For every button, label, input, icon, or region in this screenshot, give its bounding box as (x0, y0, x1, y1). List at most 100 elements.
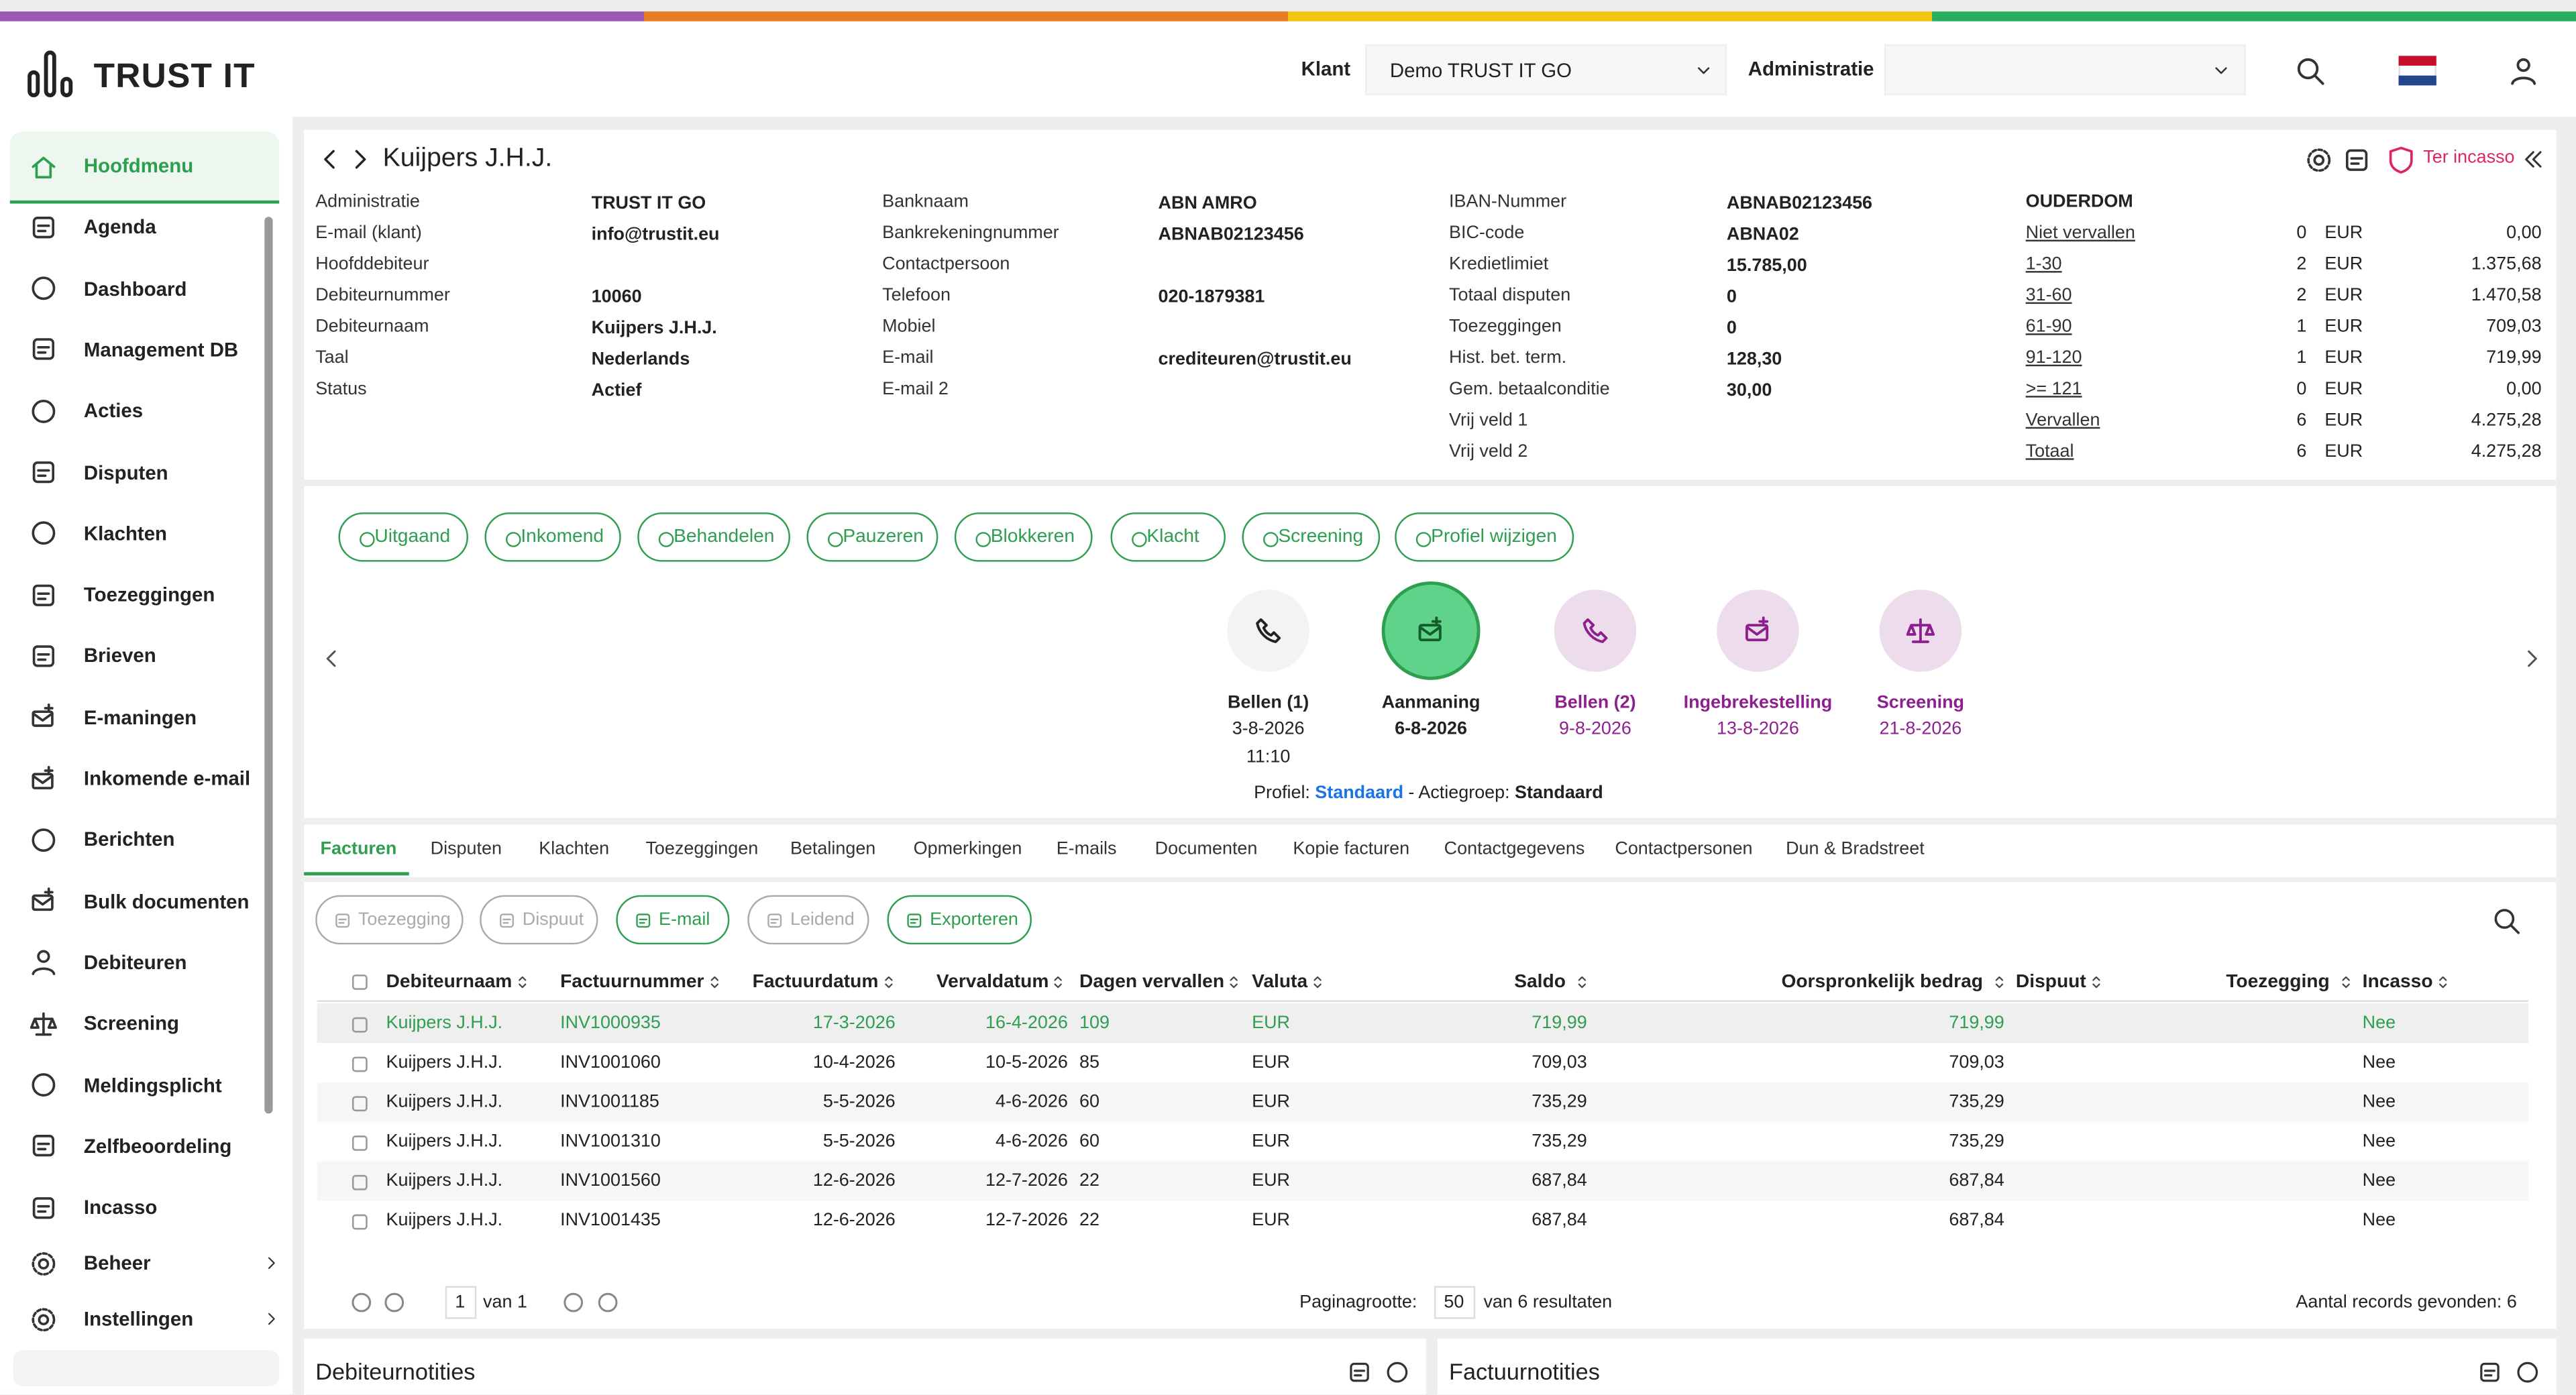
column-header[interactable]: Oorspronkelijk bedrag (1781, 972, 1983, 993)
cell: 85 (1079, 1052, 1099, 1073)
menu-item[interactable]: Hoofdmenu (83, 154, 194, 178)
tab[interactable]: Contactgegevens (1444, 839, 1585, 859)
menu-item[interactable]: Incasso (83, 1196, 158, 1219)
profile-profile[interactable]: Standaard (1315, 783, 1404, 803)
step-circle[interactable] (1554, 590, 1637, 672)
step-circle[interactable] (1227, 590, 1309, 672)
toolbar-label[interactable]: E-mail (659, 909, 710, 930)
step-circle[interactable] (1381, 581, 1481, 680)
klant-select[interactable] (1365, 44, 1727, 96)
action-button[interactable] (338, 512, 468, 562)
menu-item[interactable]: E-maningen (83, 706, 197, 729)
menu-item[interactable]: Beheer (83, 1251, 151, 1275)
tab[interactable]: E-mails (1056, 839, 1117, 859)
aging-link[interactable]: Niet vervallen (2025, 223, 2135, 243)
toolbar-label[interactable]: Toezegging (358, 909, 451, 930)
action-button[interactable] (1110, 512, 1226, 562)
step-label: Screening (1876, 693, 1965, 713)
toolbar-label[interactable]: Dispuut (522, 909, 584, 930)
aging-count: 2 (2296, 286, 2307, 306)
page-size-box[interactable] (1434, 1286, 1476, 1319)
toolbar-label[interactable]: Leidend (790, 909, 855, 930)
button-label[interactable]: Screening (1278, 527, 1364, 547)
menu-item[interactable]: Zelfbeoordeling (83, 1134, 232, 1158)
button-label[interactable]: Pauzeren (843, 527, 924, 547)
aging-link[interactable]: 1-30 (2025, 254, 2062, 274)
action-button[interactable] (954, 512, 1093, 562)
column-header[interactable]: Incasso (2362, 972, 2433, 993)
column-header[interactable]: Debiteurnaam (386, 972, 513, 993)
row-checkbox (350, 1173, 370, 1192)
column-header[interactable]: Vervaldatum (936, 972, 1049, 993)
aging-link[interactable]: 91-120 (2025, 348, 2082, 368)
tab[interactable]: Facturen (320, 839, 397, 859)
aging-link[interactable]: 61-90 (2025, 317, 2072, 337)
page-box[interactable] (445, 1286, 477, 1319)
column-header[interactable]: Dagen vervallen (1079, 972, 1225, 993)
button-label[interactable]: Inkomend (521, 527, 604, 547)
cell: 687,84 (1532, 1171, 1587, 1191)
step-circle[interactable] (1717, 590, 1799, 672)
aging-link[interactable]: 31-60 (2025, 286, 2072, 306)
toolbar-button[interactable] (480, 895, 598, 945)
tab[interactable]: Disputen (430, 839, 502, 859)
action-button[interactable] (637, 512, 790, 562)
column-header[interactable]: Factuurdatum (752, 972, 879, 993)
toolbar-button[interactable] (747, 895, 869, 945)
ter-incasso[interactable]: Ter incasso (2423, 148, 2515, 168)
toolbar-button[interactable] (887, 895, 1032, 945)
menu-item[interactable]: Screening (83, 1012, 180, 1036)
button-label[interactable]: Uitgaand (374, 527, 451, 547)
tab[interactable]: Betalingen (790, 839, 876, 859)
notes-title: Debiteurnotities (315, 1358, 476, 1385)
button-label[interactable]: Behandelen (674, 527, 775, 547)
row-checkbox (350, 1212, 370, 1231)
column-header[interactable]: Saldo (1514, 972, 1566, 993)
column-header[interactable]: Valuta (1252, 972, 1308, 993)
aging-link[interactable]: >= 121 (2025, 379, 2082, 400)
aging-link[interactable]: Totaal (2025, 441, 2074, 462)
menu-item[interactable]: Dashboard (83, 276, 187, 300)
menu-item[interactable]: Toezeggingen (83, 583, 215, 606)
menu-item[interactable]: Klachten (83, 522, 168, 545)
button-label[interactable]: Blokkeren (990, 527, 1075, 547)
action-button[interactable] (484, 512, 621, 562)
field-label: E-mail 2 (882, 379, 949, 400)
tab[interactable]: Toezeggingen (645, 839, 759, 859)
menu-item[interactable]: Brieven (83, 644, 156, 668)
menu-item[interactable]: Berichten (83, 828, 175, 852)
action-button[interactable] (1242, 512, 1381, 562)
column-header[interactable]: Toezegging (2226, 972, 2330, 993)
cell: 735,29 (1949, 1092, 2004, 1112)
tab[interactable]: Contactpersonen (1615, 839, 1753, 859)
button-label[interactable]: Klacht (1146, 527, 1199, 547)
menu-item[interactable]: Bulk documenten (83, 889, 250, 913)
field-box (583, 440, 843, 466)
menu-item[interactable]: Acties (83, 399, 144, 423)
tab[interactable]: Dun & Bradstreet (1786, 839, 1925, 859)
menu-item[interactable]: Agenda (83, 215, 156, 239)
next-button (347, 146, 373, 172)
action-button[interactable] (1395, 512, 1574, 562)
menu-icon (29, 458, 57, 486)
aging-link[interactable]: Vervallen (2025, 410, 2100, 431)
menu-item[interactable]: Debiteuren (83, 950, 187, 974)
button-label[interactable]: Profiel wijzigen (1431, 527, 1557, 547)
menu-item[interactable]: Management DB (83, 338, 239, 361)
toolbar-label[interactable]: Exporteren (930, 909, 1018, 930)
menu-item[interactable]: Inkomende e-mail (83, 767, 251, 790)
toolbar-button[interactable] (616, 895, 730, 945)
action-button[interactable] (806, 512, 938, 562)
tab[interactable]: Opmerkingen (913, 839, 1022, 859)
column-header[interactable]: Dispuut (2015, 972, 2086, 993)
tab[interactable]: Documenten (1155, 839, 1258, 859)
menu-item[interactable]: Disputen (83, 460, 168, 484)
toolbar-button[interactable] (315, 895, 464, 945)
cell: 10-4-2026 (812, 1052, 896, 1073)
admin-select[interactable] (1884, 44, 2246, 96)
menu-item[interactable]: Instellingen (83, 1307, 194, 1331)
column-header[interactable]: Factuurnummer (560, 972, 704, 993)
menu-item[interactable]: Meldingsplicht (83, 1073, 222, 1097)
tab[interactable]: Klachten (539, 839, 610, 859)
tab[interactable]: Kopie facturen (1293, 839, 1410, 859)
